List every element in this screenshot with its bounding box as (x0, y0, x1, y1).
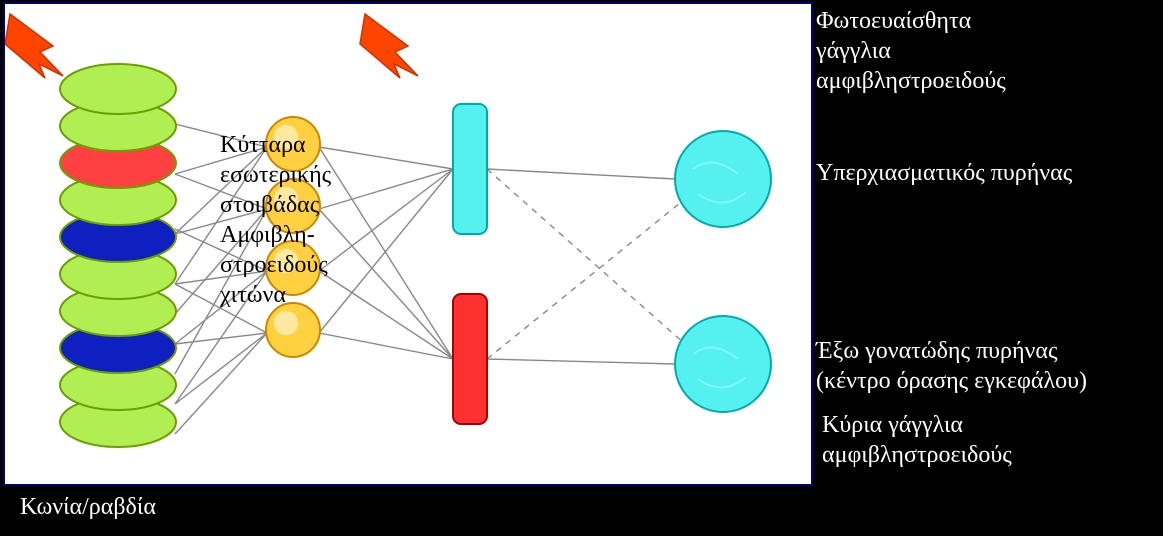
brain-node-top (675, 131, 771, 227)
ganglion-top (453, 104, 487, 234)
label-konia-ravdia: Κωνία/ραβδία (20, 492, 156, 522)
label-suprachiasmatic-nucleus: Υπερχιασματικός πυρήνας (816, 158, 1072, 188)
brain-node-bottom (675, 316, 771, 412)
arrow-icon (360, 14, 418, 78)
conn-inner-to-ganglion (319, 169, 453, 209)
conn-ganglion-to-brain-cross (487, 199, 685, 359)
conn-inner-to-ganglion (319, 169, 453, 271)
label-inner-layer-cells: Κύτταρα εσωτερικής στοιβάδας Αμφιβλη- στ… (220, 130, 331, 310)
diagram-canvas (3, 2, 813, 486)
diagram-svg (5, 4, 815, 488)
label-photosensitive-ganglia: Φωτοευαίσθητα γάγγλια αμφιβληστροειδούς (816, 6, 1006, 96)
inner-layer-cell (266, 303, 320, 357)
conn-ganglion-to-brain (487, 359, 675, 364)
conn-stack-to-inner (175, 333, 267, 344)
conn-inner-to-ganglion (319, 147, 453, 169)
conn-inner-to-ganglion (319, 169, 453, 333)
conn-ganglion-to-brain-cross (487, 169, 685, 344)
label-main-retinal-ganglia: Κύρια γάγγλια αμφιβληστροειδούς (822, 410, 1012, 470)
cone-rod-disc (60, 64, 176, 114)
conn-inner-to-ganglion (319, 147, 453, 359)
label-lateral-geniculate-nucleus: Έξω γονατώδης πυρήνας (κέντρο όρασης εγκ… (816, 336, 1087, 396)
arrow-icon (5, 14, 63, 78)
conn-stack-to-inner (175, 333, 267, 404)
ganglion-bottom (453, 294, 487, 424)
conn-ganglion-to-brain (487, 169, 675, 179)
